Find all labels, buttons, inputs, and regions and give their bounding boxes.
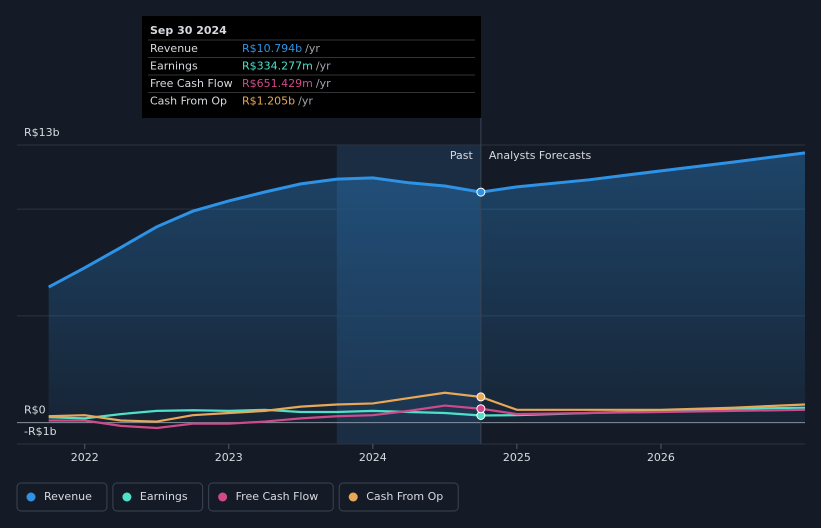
tooltip-label: Free Cash Flow: [150, 77, 233, 90]
past-label: Past: [450, 149, 474, 162]
tooltip-label: Revenue: [150, 42, 198, 55]
x-tick-label: 2023: [215, 451, 243, 464]
series-line: [48, 404, 806, 430]
marker: [476, 187, 486, 197]
legend-label[interactable]: Cash From Op: [366, 490, 443, 503]
legend-button[interactable]: [112, 482, 204, 512]
forecast-label: Analysts Forecasts: [489, 149, 592, 162]
legend-swatch[interactable]: [348, 492, 358, 502]
tooltip-value: R$334.277m/yr: [242, 60, 331, 73]
marker: [476, 392, 486, 402]
y-tick-label: R$0: [24, 404, 46, 417]
tooltip-value: R$10.794b/yr: [242, 42, 320, 55]
legend-item[interactable]: Cash From Op: [338, 482, 459, 512]
tooltip-value-number: R$334.277m: [242, 60, 313, 73]
legend-item[interactable]: Earnings: [112, 482, 204, 512]
legend-button[interactable]: [338, 482, 459, 512]
tooltip-value: R$1.205b/yr: [242, 95, 313, 108]
legend-swatch[interactable]: [218, 492, 228, 502]
tooltip-box: [142, 16, 481, 118]
x-tick-label: 2024: [359, 451, 387, 464]
tooltip-value-number: R$651.429m: [242, 77, 313, 90]
legend-item[interactable]: Revenue: [16, 482, 108, 512]
y-tick-label: R$13b: [24, 126, 60, 139]
y-tick-label: -R$1b: [24, 425, 57, 438]
tooltip-unit: /yr: [316, 60, 331, 73]
tooltip-value-number: R$10.794b: [242, 42, 302, 55]
series-line: [47, 151, 806, 289]
tooltip-unit: /yr: [316, 77, 331, 90]
legend-swatch[interactable]: [122, 492, 132, 502]
x-tick-label: 2025: [503, 451, 531, 464]
tooltip-label: Earnings: [150, 60, 198, 73]
x-tick-label: 2022: [71, 451, 99, 464]
tooltip-value: R$651.429m/yr: [242, 77, 331, 90]
tooltip: Sep 30 2024 Revenue R$10.794b/yr Earnings R$…: [142, 16, 481, 118]
legend-swatch[interactable]: [26, 492, 36, 502]
legend-button[interactable]: [208, 482, 334, 512]
legend-label[interactable]: Revenue: [44, 490, 92, 503]
series-line: [48, 391, 806, 423]
legend-label[interactable]: Earnings: [140, 490, 188, 503]
x-tick-label: 2026: [647, 451, 675, 464]
tooltip-value-number: R$1.205b: [242, 95, 295, 108]
tooltip-date: Sep 30 2024: [150, 24, 227, 37]
tooltip-label: Cash From Op: [150, 95, 227, 108]
legend-item[interactable]: Free Cash Flow: [208, 482, 334, 512]
legend-label[interactable]: Free Cash Flow: [236, 490, 319, 503]
tooltip-unit: /yr: [305, 42, 320, 55]
legend-button[interactable]: [16, 482, 108, 512]
marker: [476, 404, 486, 414]
tooltip-unit: /yr: [298, 95, 313, 108]
revenue-area: [48, 152, 805, 423]
